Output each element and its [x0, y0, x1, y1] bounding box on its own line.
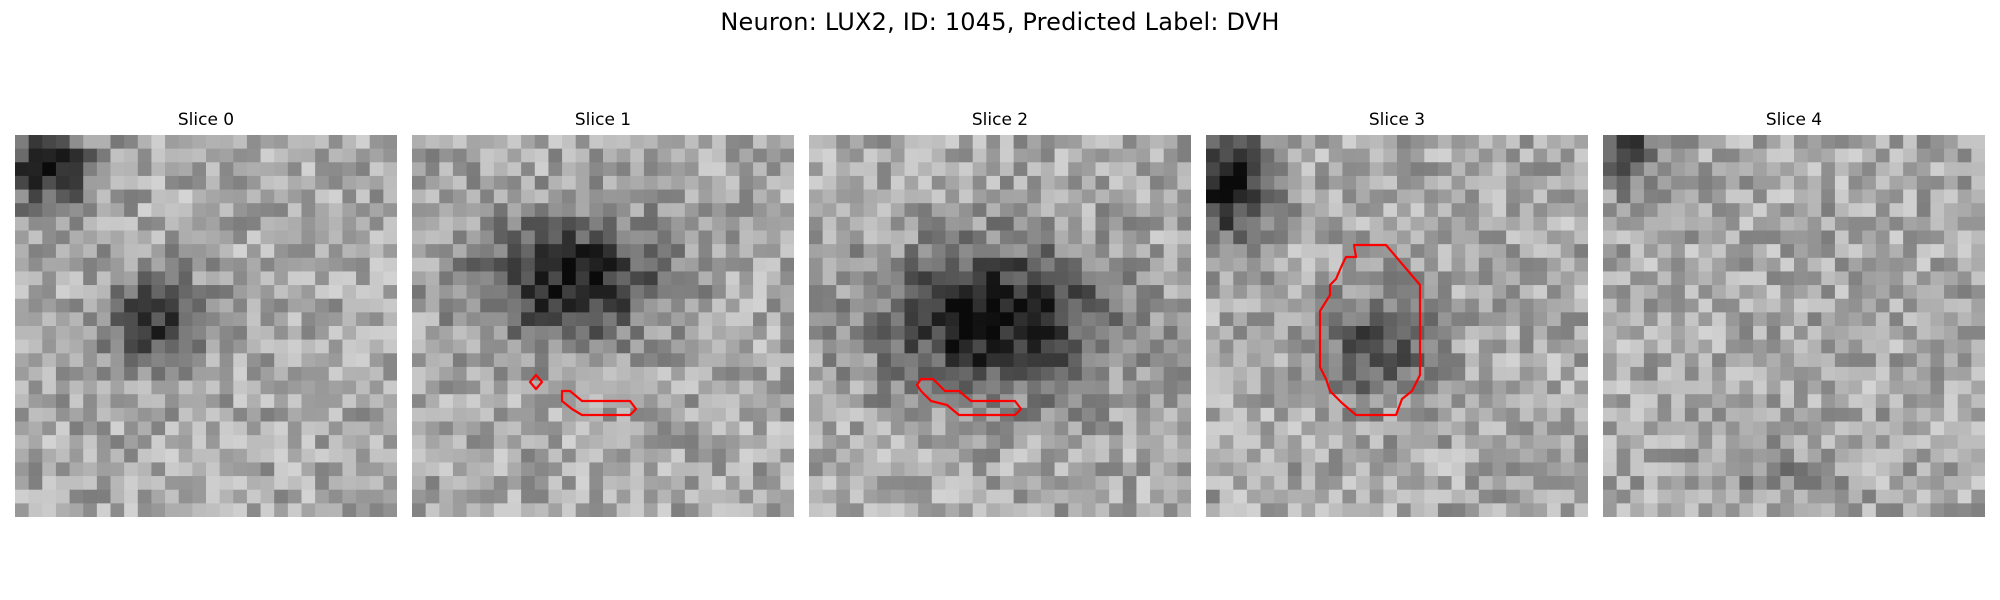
- slice-4-image: [1603, 135, 1985, 517]
- slice-1-title: Slice 1: [574, 110, 632, 130]
- slice-0-canvas: [15, 135, 397, 517]
- slice-3-canvas: [1206, 135, 1588, 517]
- slice-3-image: [1206, 135, 1588, 517]
- slice-0-title: Slice 0: [177, 110, 235, 130]
- slice-4-title: Slice 4: [1765, 110, 1823, 130]
- figure-title: Neuron: LUX2, ID: 1045, Predicted Label:…: [720, 8, 1280, 36]
- contour-main: [560, 389, 638, 417]
- slice-0-image: [15, 135, 397, 517]
- slice-4-canvas: [1603, 135, 1985, 517]
- slice-1-canvas: [412, 135, 794, 517]
- slice-1-image: [412, 135, 794, 517]
- slice-2-image: [809, 135, 1191, 517]
- contour-main: [915, 377, 1023, 417]
- slice-2-title: Slice 2: [971, 110, 1029, 130]
- contour-main: [1318, 243, 1422, 417]
- slice-2-canvas: [809, 135, 1191, 517]
- contour-small: [528, 373, 544, 391]
- slice-3-title: Slice 3: [1368, 110, 1426, 130]
